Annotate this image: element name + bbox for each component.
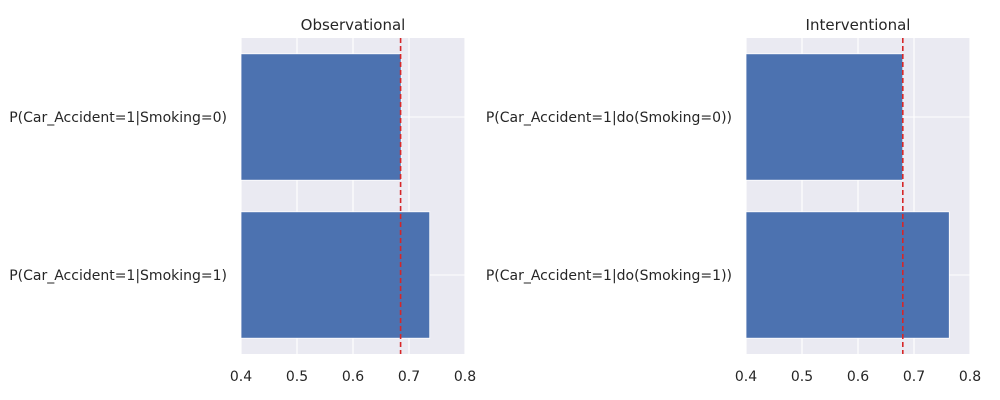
bar-1 <box>745 53 904 181</box>
chart-title: Observational <box>301 16 406 34</box>
category-label-2: P(Car_Accident=1|Smoking=1) <box>9 268 227 284</box>
category-label-2: P(Car_Accident=1|do(Smoking=1)) <box>486 268 732 284</box>
x-tick-label-0: 0.4 <box>735 369 757 385</box>
chart-title: Interventional <box>806 16 911 34</box>
x-tick-label-1: 0.5 <box>791 369 813 385</box>
x-tick-label-3: 0.7 <box>903 369 925 385</box>
chart-panel-2: Interventional P(Car_Accident=1|do(Smokin… <box>486 16 981 385</box>
chart-panel-1: Observational P(Car_Accident=1|Smoking=0)… <box>9 16 476 385</box>
x-tick-label-2: 0.6 <box>847 369 869 385</box>
category-label-1: P(Car_Accident=1|do(Smoking=0)) <box>486 110 732 126</box>
x-tick-label-1: 0.5 <box>286 369 308 385</box>
x-tick-label-4: 0.8 <box>959 369 981 385</box>
category-label-1: P(Car_Accident=1|Smoking=0) <box>9 110 227 126</box>
x-tick-label-0: 0.4 <box>230 369 252 385</box>
x-tick-label-3: 0.7 <box>398 369 420 385</box>
bar-1 <box>240 53 402 181</box>
bar-2 <box>745 211 950 339</box>
bar-2 <box>240 211 431 339</box>
x-tick-label-4: 0.8 <box>454 369 476 385</box>
x-tick-label-2: 0.6 <box>342 369 364 385</box>
